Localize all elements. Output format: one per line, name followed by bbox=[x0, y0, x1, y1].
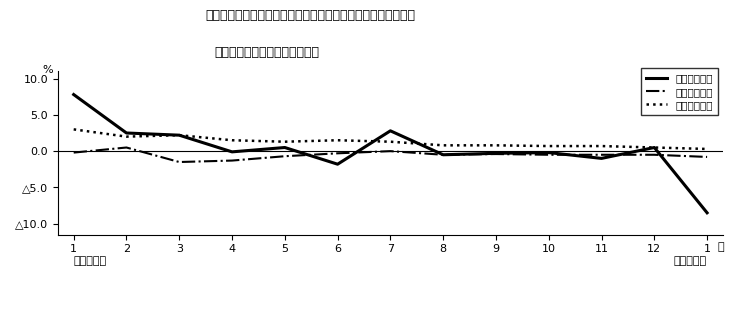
Line: 総実労働時間: 総実労働時間 bbox=[74, 148, 707, 162]
現金給与総額 bbox=[333, 162, 342, 166]
総実労働時間 bbox=[439, 153, 448, 157]
常用雇用指数 bbox=[650, 146, 659, 149]
現金給与総額 bbox=[650, 146, 659, 149]
Text: 月: 月 bbox=[718, 242, 724, 252]
常用雇用指数 bbox=[175, 133, 184, 137]
総実労働時間 bbox=[280, 154, 289, 158]
総実労働時間 bbox=[70, 151, 78, 154]
総実労働時間 bbox=[386, 149, 395, 153]
常用雇用指数 bbox=[386, 140, 395, 144]
Line: 常用雇用指数: 常用雇用指数 bbox=[74, 129, 707, 149]
常用雇用指数 bbox=[122, 135, 131, 139]
総実労働時間 bbox=[491, 152, 500, 156]
現金給与総額 bbox=[175, 133, 184, 137]
総実労働時間 bbox=[545, 153, 554, 157]
総実労働時間 bbox=[175, 160, 184, 164]
Text: 第４図　賃金、労働時間、常用雇用指数　対前年同月比の推移: 第４図 賃金、労働時間、常用雇用指数 対前年同月比の推移 bbox=[206, 9, 416, 22]
Legend: 現金給与総額, 総実労働時間, 常用雇用指数: 現金給与総額, 総実労働時間, 常用雇用指数 bbox=[641, 69, 718, 115]
現金給与総額 bbox=[228, 150, 237, 154]
現金給与総額 bbox=[491, 152, 500, 155]
現金給与総額 bbox=[280, 146, 289, 149]
現金給与総額 bbox=[122, 131, 131, 135]
常用雇用指数 bbox=[439, 144, 448, 147]
現金給与総額 bbox=[545, 151, 554, 154]
現金給与総額 bbox=[70, 93, 78, 96]
総実労働時間 bbox=[597, 153, 606, 157]
総実労働時間 bbox=[650, 153, 659, 157]
現金給与総額 bbox=[597, 157, 606, 160]
常用雇用指数 bbox=[228, 138, 237, 142]
Text: 平成２３年: 平成２３年 bbox=[74, 256, 107, 266]
常用雇用指数 bbox=[333, 138, 342, 142]
現金給与総額 bbox=[439, 153, 448, 157]
現金給与総額 bbox=[386, 129, 395, 133]
総実労働時間 bbox=[333, 152, 342, 155]
総実労働時間 bbox=[122, 146, 131, 149]
常用雇用指数 bbox=[703, 147, 712, 151]
常用雇用指数 bbox=[280, 140, 289, 144]
常用雇用指数 bbox=[70, 127, 78, 131]
Text: （規模５人以上　調査産業計）: （規模５人以上 調査産業計） bbox=[214, 46, 319, 60]
総実労働時間 bbox=[228, 159, 237, 162]
総実労働時間 bbox=[703, 155, 712, 159]
現金給与総額 bbox=[703, 211, 712, 215]
Text: %: % bbox=[42, 65, 53, 75]
常用雇用指数 bbox=[545, 144, 554, 148]
Line: 現金給与総額: 現金給与総額 bbox=[74, 95, 707, 213]
常用雇用指数 bbox=[597, 144, 606, 148]
常用雇用指数 bbox=[491, 144, 500, 147]
Text: 平成２４年: 平成２４年 bbox=[674, 256, 707, 266]
